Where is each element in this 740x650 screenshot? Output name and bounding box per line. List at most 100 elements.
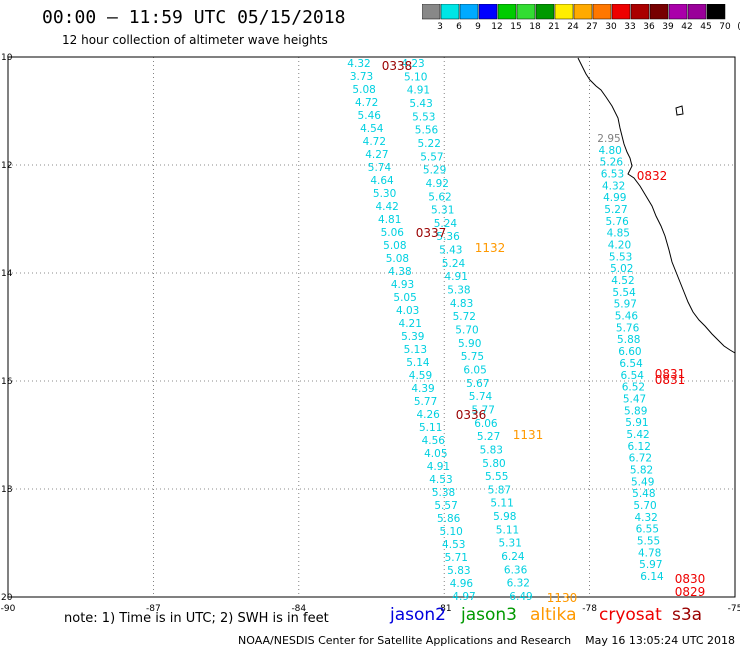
wave-height-value: 5.24 [442, 258, 466, 270]
scale-swatch [630, 4, 650, 20]
scale-swatch [649, 4, 669, 20]
wave-height-value: 5.91 [625, 417, 648, 429]
wave-height-value: 5.27 [604, 204, 627, 216]
wave-height-value: 3.73 [350, 71, 373, 83]
wave-height-value: 6.12 [628, 441, 651, 453]
scale-label: 3 [437, 22, 443, 32]
wave-height-value: 4.21 [399, 318, 422, 330]
wave-height-value: 5.13 [404, 344, 427, 356]
wave-height-value: 5.06 [381, 227, 405, 239]
map-subtitle: 12 hour collection of altimeter wave hei… [62, 33, 328, 47]
wave-height-value: 4.03 [396, 305, 419, 317]
wave-height-value: 5.70 [633, 500, 656, 512]
wave-height-value: 2.95 [597, 133, 620, 145]
wave-height-value: 5.47 [623, 393, 646, 405]
y-tick-label: 18 [1, 485, 13, 495]
wave-height-value: 4.91 [407, 85, 430, 97]
legend-altika: altika [530, 605, 577, 625]
scale-swatch [535, 4, 555, 20]
scale-label: 30 [605, 22, 617, 32]
pass-time-label: 1131 [513, 428, 544, 442]
wave-height-value: 4.38 [388, 266, 411, 278]
coastline-island [675, 105, 684, 116]
x-tick-label: -90 [1, 604, 16, 614]
wave-height-value: 4.78 [638, 547, 661, 559]
x-tick-label: -75 [728, 604, 740, 614]
map-title: 00:00 – 11:59 UTC 05/15/2018 [42, 7, 346, 28]
wave-height-value: 6.55 [636, 524, 659, 536]
scale-swatch [497, 4, 517, 20]
wave-height-value: 5.77 [414, 396, 437, 408]
wave-height-value: 4.32 [634, 512, 657, 524]
wave-height-value: 5.11 [496, 524, 519, 536]
wave-height-value: 5.30 [373, 188, 396, 200]
wave-height-value: 5.42 [626, 429, 649, 441]
wave-height-value: 4.85 [607, 228, 630, 240]
wave-height-value: 6.72 [629, 453, 652, 465]
wave-height-value: 6.49 [509, 591, 532, 603]
wave-height-value: 5.24 [434, 218, 458, 230]
wave-height-value: 4.80 [598, 145, 621, 157]
wave-height-value: 6.05 [463, 364, 486, 376]
wave-height-value: 5.57 [434, 500, 457, 512]
wave-height-value: 5.76 [616, 322, 640, 334]
scale-swatch [516, 4, 536, 20]
scale-label: 70 [719, 22, 731, 32]
wave-height-value: 5.88 [617, 334, 640, 346]
wave-height-value: 4.59 [409, 370, 432, 382]
scale-swatch [478, 4, 498, 20]
wave-height-value: 5.31 [431, 205, 454, 217]
wave-height-value: 5.53 [609, 251, 632, 263]
pass-time-label: 1130 [547, 591, 578, 605]
wave-height-value: 5.90 [458, 338, 481, 350]
wave-height-value: 5.05 [393, 292, 416, 304]
wave-height-value: 4.93 [391, 279, 414, 291]
pass-time-label: 0829 [675, 585, 706, 599]
scale-label: 6 [456, 22, 462, 32]
y-tick-label: 16 [1, 377, 13, 387]
wave-height-value: 5.77 [472, 404, 495, 416]
wave-height-value: 5.46 [615, 311, 639, 323]
x-tick-label: -84 [291, 604, 306, 614]
wave-height-value: 5.98 [493, 511, 516, 523]
wave-height-value: 6.24 [501, 551, 525, 563]
scale-swatch [440, 4, 460, 20]
wave-height-value: 5.10 [439, 526, 462, 538]
wave-height-value: 5.71 [445, 552, 468, 564]
wave-height-value: 5.08 [383, 240, 406, 252]
wave-height-value: 5.75 [461, 351, 484, 363]
wave-height-value: 5.97 [639, 559, 662, 571]
wave-height-value: 5.43 [439, 245, 462, 257]
wave-height-value: 4.56 [422, 435, 446, 447]
pass-time-label: 0336 [456, 408, 487, 422]
wave-height-value: 6.60 [618, 346, 641, 358]
wave-height-value: 5.72 [453, 311, 476, 323]
scale-label: 21 [548, 22, 560, 32]
legend-cryosat: cryosat [599, 605, 662, 625]
scale-label: 24 [567, 22, 579, 32]
wave-height-value: 6.14 [640, 571, 664, 583]
wave-height-value: 5.11 [490, 498, 513, 510]
wave-height-value: 4.91 [427, 461, 450, 473]
wave-height-value: 4.52 [611, 275, 634, 287]
wave-height-value: 5.11 [419, 422, 442, 434]
wave-height-value: 5.70 [455, 325, 478, 337]
wave-height-value: 6.52 [622, 382, 645, 394]
pass-time-label: 1132 [475, 241, 506, 255]
scale-label: 33 [624, 22, 636, 32]
wave-height-value: 4.92 [426, 178, 449, 190]
scale-swatch [611, 4, 631, 20]
wave-height-value: 5.27 [477, 431, 500, 443]
scale-label: 42 [681, 22, 693, 32]
scale-swatch [687, 4, 707, 20]
scale-swatch [554, 4, 574, 20]
wave-height-value: 4.83 [450, 298, 473, 310]
x-tick-label: -87 [146, 604, 161, 614]
wave-height-value: 5.89 [624, 405, 647, 417]
wave-height-value: 5.38 [447, 285, 470, 297]
wave-height-value: 5.46 [358, 110, 382, 122]
y-tick-label: 10 [1, 53, 13, 63]
